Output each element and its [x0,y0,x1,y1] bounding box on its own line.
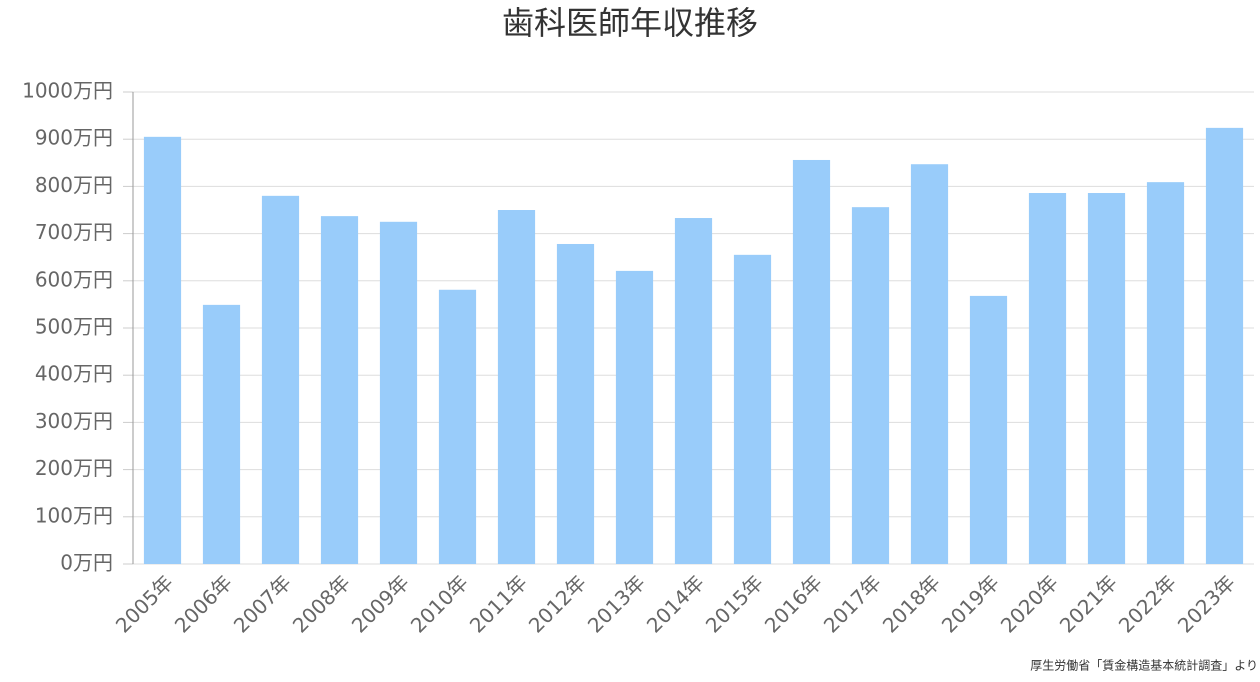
x-tick-label: 2019年 [937,570,1004,637]
y-tick-label: 300万円 [35,409,113,433]
chart-title: 歯科医師年収推移 [502,4,758,42]
bar [261,195,300,564]
x-tick-label: 2021年 [1055,570,1122,637]
y-tick-label: 400万円 [35,362,113,386]
x-tick-label: 2007年 [229,570,296,637]
bar [1146,182,1185,565]
bar [438,289,477,564]
x-tick-label: 2012年 [524,570,591,637]
x-tick-label: 2010年 [406,570,473,637]
bar [1205,127,1244,564]
bar [615,270,654,564]
y-tick-label: 100万円 [35,503,113,527]
bar [202,304,241,564]
x-tick-label: 2023年 [1173,570,1240,637]
y-tick-label: 200万円 [35,456,113,480]
x-tick-label: 2005年 [111,570,178,637]
bar [674,218,713,565]
y-tick-label: 0万円 [60,551,113,575]
x-tick-label: 2008年 [288,570,355,637]
bar [910,164,949,564]
bar [851,207,890,564]
bar [1028,193,1067,564]
x-tick-label: 2013年 [583,570,650,637]
x-tick-label: 2020年 [996,570,1063,637]
bar [1087,193,1126,564]
bar [733,254,772,564]
x-tick-label: 2006年 [170,570,237,637]
bar [556,243,595,564]
y-tick-label: 800万円 [35,173,113,197]
x-tick-label: 2018年 [878,570,945,637]
y-tick-label: 1000万円 [22,79,113,103]
bar [379,221,418,565]
bar [792,159,831,564]
bar [320,216,359,565]
bar [143,136,182,564]
x-tick-label: 2009年 [347,570,414,637]
source-note: 厚生労働省「賃金構造基本統計調査」より [1030,658,1258,673]
y-tick-label: 600万円 [35,267,113,291]
bar [969,295,1008,564]
x-tick-label: 2022年 [1114,570,1181,637]
x-tick-label: 2015年 [701,570,768,637]
x-tick-label: 2016年 [760,570,827,637]
y-tick-label: 900万円 [35,126,113,150]
x-tick-label: 2014年 [642,570,709,637]
x-tick-label: 2017年 [819,570,886,637]
x-tick-label: 2011年 [465,570,532,637]
bar [497,210,536,564]
y-tick-label: 700万円 [35,220,113,244]
y-tick-label: 500万円 [35,315,113,339]
